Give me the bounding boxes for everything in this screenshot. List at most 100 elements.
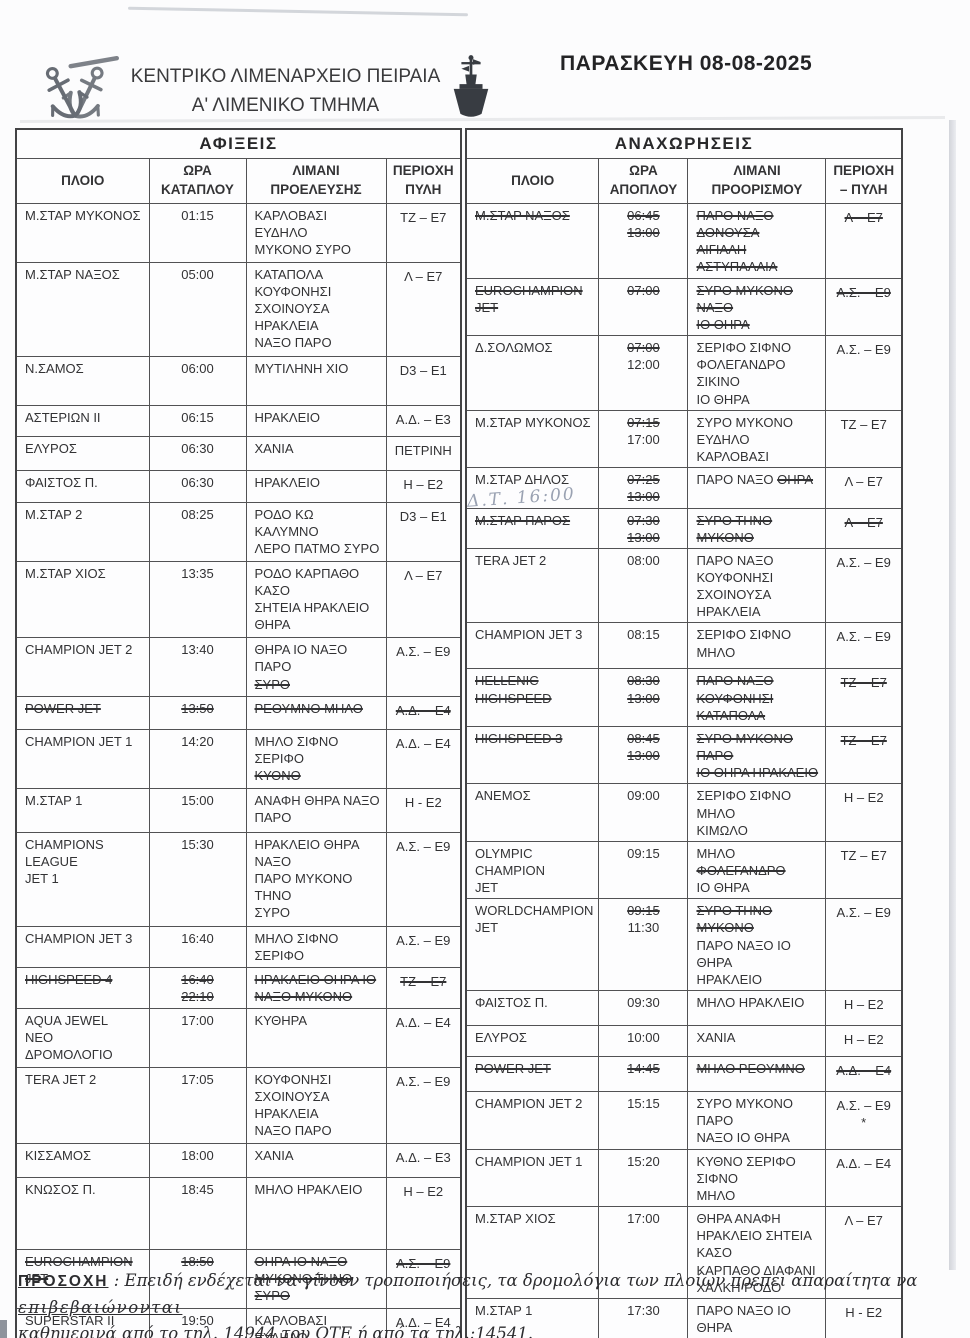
time-cell: 06:30: [148, 435, 247, 472]
area-cell: Α.Δ. – Ε4: [385, 1008, 462, 1068]
schedule-row: Μ.ΣΤΑΡ 1 15:00 ΑΝΑΦΗ ΘΗΡΑ ΝΑΞΟ ΠΑΡΟ Η - Ε2: [15, 787, 462, 833]
area-cell: Α.Σ. – Ε9: [825, 547, 903, 624]
time-cell: 08:30 13:00: [598, 668, 689, 727]
cell-line: ΡΕΘΥΜΝΟ ΜΗΛΟ: [254, 701, 363, 717]
schedule-row: TERA JET 2 08:00 ΠΑΡΟ ΝΑΞΟ ΚΟΥΦΟΝΗΣΙ ΣΧΟΙΝΟΥ…: [465, 547, 903, 624]
column-header: ΠΕΡΙΟΧΗ ΠΥΛΗ: [385, 158, 462, 204]
port-cell: ΘΗΡΑ ΙΟ ΝΑΞΟ ΠΑΡΟ ΣΥΡΟ: [245, 637, 387, 698]
ship-cell: Μ.ΣΤΑΡ 1: [465, 1297, 600, 1338]
time-cell: 09:00: [598, 783, 689, 842]
ship-cell: HELLENIC HIGHSPEED: [465, 668, 600, 727]
ship-cell: WORLDCHAMPION JET: [465, 898, 600, 992]
note-separator: :: [108, 1271, 125, 1290]
cell-line: 13:00: [627, 690, 660, 706]
cell-line: ΗΡΑΚΛΕΙΟ ΘΗΡΑ ΙΟ: [254, 971, 377, 987]
schedule-row: ΚΝΩΣΟΣ Π. 18:45 ΜΗΛΟ ΗΡΑΚΛΕΙΟ Η – Ε2: [15, 1177, 462, 1250]
area-cell: Α.Σ. – Ε9: [825, 898, 903, 992]
port-cell: ΜΗΛΟ ΣΙΦΝΟ ΣΕΡΙΦΟ: [245, 925, 387, 968]
cell-line: OLYMPIC CHAMPION: [475, 845, 546, 878]
ship-cell: TERA JET 2: [15, 1066, 150, 1145]
area-cell: Λ – Ε7: [825, 1206, 903, 1299]
area-cell: ΤΖ – Ε7: [825, 409, 903, 469]
cell-line: ΤΖ – Ε7: [840, 416, 887, 432]
cell-line: ΑΝΕΜΟΣ: [475, 788, 531, 804]
cell-line: ΚΑΡΛΟΒΑΣΙ ΕΥΔΗΛΟ: [254, 1312, 328, 1338]
cell-line: ΕΛΥΡΟΣ: [25, 440, 77, 456]
cell-line: Μ.ΣΤΑΡ ΧΙΟΣ: [475, 1211, 556, 1227]
port-cell: ΡΟΔΟ ΚΑΡΠΑΘΟ ΚΑΣΟ ΣΗΤΕΙΑ ΗΡΑΚΛΕΙΟ ΘΗΡΑ: [245, 560, 387, 639]
time-cell: 09:15 11:30: [598, 898, 689, 992]
cell-line: 15:00: [181, 792, 214, 808]
ship-cell: HIGHSPEED 4: [15, 966, 150, 1010]
port-cell: ΣΥΡΟ ΜΥΚΟΝΟ ΠΑΡΟ ΙΟ ΘΗΡΑ ΗΡΑΚΛΕΙΟ: [687, 725, 827, 785]
schedule-row: Μ.ΣΤΑΡ ΠΑΡΟΣ 07:30 13:00 ΣΥΡΟ ΤΗΝΟ ΜΥΚΟΝΟ Λ …: [465, 507, 903, 549]
ship-cell: ΑΣΤΕΡΙΩΝ ΙΙ: [15, 404, 150, 437]
cell-line: ΤΖ – Ε7: [400, 973, 447, 989]
cell-line: Μ.ΣΤΑΡ ΧΙΟΣ: [25, 565, 106, 581]
cell-line: ΡΟΔΟ ΚΑΡΠΑΘΟ ΚΑΣΟ: [254, 565, 360, 599]
attention-note: ΠΡΟΣΟΧΗ : Επειδή ενδέχεται να γίνουν τρο…: [18, 1268, 956, 1338]
schedule-row: CHAMPION JET 2 13:40 ΘΗΡΑ ΙΟ ΝΑΞΟ ΠΑΡΟ ΣΥΡΟ…: [15, 637, 462, 698]
schedule-row: ΑΝΕΜΟΣ 09:00 ΣΕΡΙΦΟ ΣΙΦΝΟ ΜΗΛΟ ΚΙΜΩΛΟ Η – Ε2: [465, 783, 903, 842]
cell-line: 13:00: [627, 748, 660, 764]
cell-line: ΚΥΘΗΡΑ: [254, 1013, 308, 1029]
port-cell: ΠΑΡΟ ΝΑΞΟ ΘΗΡΑ: [687, 467, 827, 509]
cell-line: Λ – Ε7: [844, 474, 883, 490]
cell-line: 17:00: [627, 1211, 660, 1227]
area-cell: Α.Σ. – Ε9: [385, 1066, 462, 1145]
port-cell: ΚΟΥΦΟΝΗΣΙ ΣΧΟΙΝΟΥΣΑ ΗΡΑΚΛΕΙΑ ΝΑΞΟ ΠΑΡΟ: [245, 1066, 387, 1145]
cell-line: ΛΕΡΟ ΠΑΤΜΟ ΣΥΡΟ: [254, 541, 380, 557]
scan-artifact: [128, 6, 468, 17]
port-cell: ΚΑΡΛΟΒΑΣΙ ΕΥΔΗΛΟ: [245, 1307, 387, 1338]
schedule-row: ΚΙΣΣΑΜΟΣ 18:00 ΧΑΝΙΑ Α.Δ. – Ε3: [15, 1143, 462, 1179]
cell-line: 17:30: [627, 1302, 660, 1318]
cell-line: Α.Σ. – Ε9: [396, 1073, 451, 1089]
schedule-row: ΑΣΤΕΡΙΩΝ ΙΙ 06:15 ΗΡΑΚΛΕΙΟ Α.Δ. – Ε3: [15, 404, 462, 437]
cell-line: Δ.ΣΟΛΩΜΟΣ: [475, 340, 553, 356]
cell-line: ΚΥΘΝΟ: [254, 768, 301, 784]
cell-line: ΚΑΡΛΟΒΑΣΙ ΕΥΔΗΛΟ: [254, 208, 328, 241]
time-cell: 16:40 22:10: [148, 966, 247, 1010]
time-cell: 09:15: [598, 840, 689, 900]
arrivals-section-title: ΑΦΙΞΕΙΣ: [15, 128, 462, 159]
cell-line: Η – Ε2: [843, 997, 884, 1013]
cell-line: ΚΟΥΦΟΝΗΣΙ: [254, 1071, 332, 1087]
arrivals-table: ΑΦΙΞΕΙΣ ΠΛΟΙΟ ΩΡΑ ΚΑΤΑΠΛΟΥ ΛΙΜΑΝΙ ΠΡΟΕΛΕΥΣΗΣ Π…: [15, 128, 462, 1338]
schedule-row: ΦΑΙΣΤΟΣ Π. 09:30 ΜΗΛΟ ΗΡΑΚΛΕΙΟ Η – Ε2: [465, 990, 903, 1027]
cell-line: ΜΗΛΟ ΡΕΘΥΜΝΟ: [696, 1061, 805, 1077]
area-cell: ΠΕΤΡΙΝΗ: [385, 435, 462, 472]
schedule-row: Μ.ΣΤΑΡ ΔΗΛΟΣ Δ.Τ. 16:00 07:25 13:00 ΠΑΡΟ ΝΑΞ…: [465, 467, 903, 512]
cell-line: CHAMPION JET 3: [475, 627, 583, 643]
schedule-row: CHAMPION JET 2 15:15 ΣΥΡΟ ΜΥΚΟΝΟ ΠΑΡΟ ΝΑΞΟ …: [465, 1091, 903, 1150]
time-cell: 07:15 17:00: [598, 409, 689, 469]
area-cell: D3 – Ε1: [385, 355, 462, 406]
port-cell: ΑΝΑΦΗ ΘΗΡΑ ΝΑΞΟ ΠΑΡΟ: [245, 787, 387, 833]
port-cell: ΠΑΡΟ ΝΑΞΟ ΙΟ ΘΗΡΑ: [687, 1297, 827, 1338]
cell-line: CHAMPIONS LEAGUE: [25, 836, 104, 869]
cell-line: ΝΕΟ ΔΡΟΜΟΛΟΓΙΟ: [25, 1030, 113, 1063]
ship-cell: CHAMPION JET 1: [15, 728, 150, 789]
cell-line: 07:00: [627, 282, 660, 298]
cell-line: ΘΗΡΑ: [254, 617, 291, 633]
cell-line: 15:15: [627, 1096, 660, 1112]
area-cell: Η – Ε2: [825, 783, 903, 842]
cell-line: Α.Σ. – Ε9: [396, 644, 451, 660]
cell-line: Μ.ΣΤΑΡ ΔΗΛΟΣ: [475, 472, 570, 488]
cell-line: ΝΑΞΟ ΠΑΡΟ: [254, 1123, 332, 1139]
ship-cell: POWER JET: [15, 696, 150, 730]
cell-line: ΑΙΓΙΑΛΗ ΑΣΤΥΠΑΛΑΙΑ: [696, 242, 778, 275]
time-cell: 06:15: [148, 404, 247, 437]
cell-line: 13:35: [181, 565, 214, 581]
cell-line: JET: [475, 880, 499, 896]
time-cell: 07:30 13:00: [598, 507, 689, 549]
cell-line: ΜΥΚΟΝΟ ΤΗΝΟ ΣΥΡΟ: [254, 1270, 353, 1303]
cell-line: ΣΥΡΟ ΤΗΝΟ ΜΥΚΟΝΟ: [696, 512, 773, 545]
time-cell: 13:35: [148, 560, 247, 639]
cell-line: 15:30: [181, 836, 214, 852]
cell-line: ΚΑΡΛΟΒΑΣΙ: [696, 449, 770, 465]
time-cell: 15:15: [598, 1091, 689, 1150]
ship-cell: CHAMPIONS LEAGUE JET 1: [15, 831, 150, 927]
cell-line: ΣΕΡΙΦΟ ΣΙΦΝΟ ΜΗΛΟ: [696, 627, 792, 660]
cell-line: SUPERSTAR II: [25, 1312, 115, 1328]
cell-line: Α.Δ. – Ε4: [395, 703, 451, 719]
